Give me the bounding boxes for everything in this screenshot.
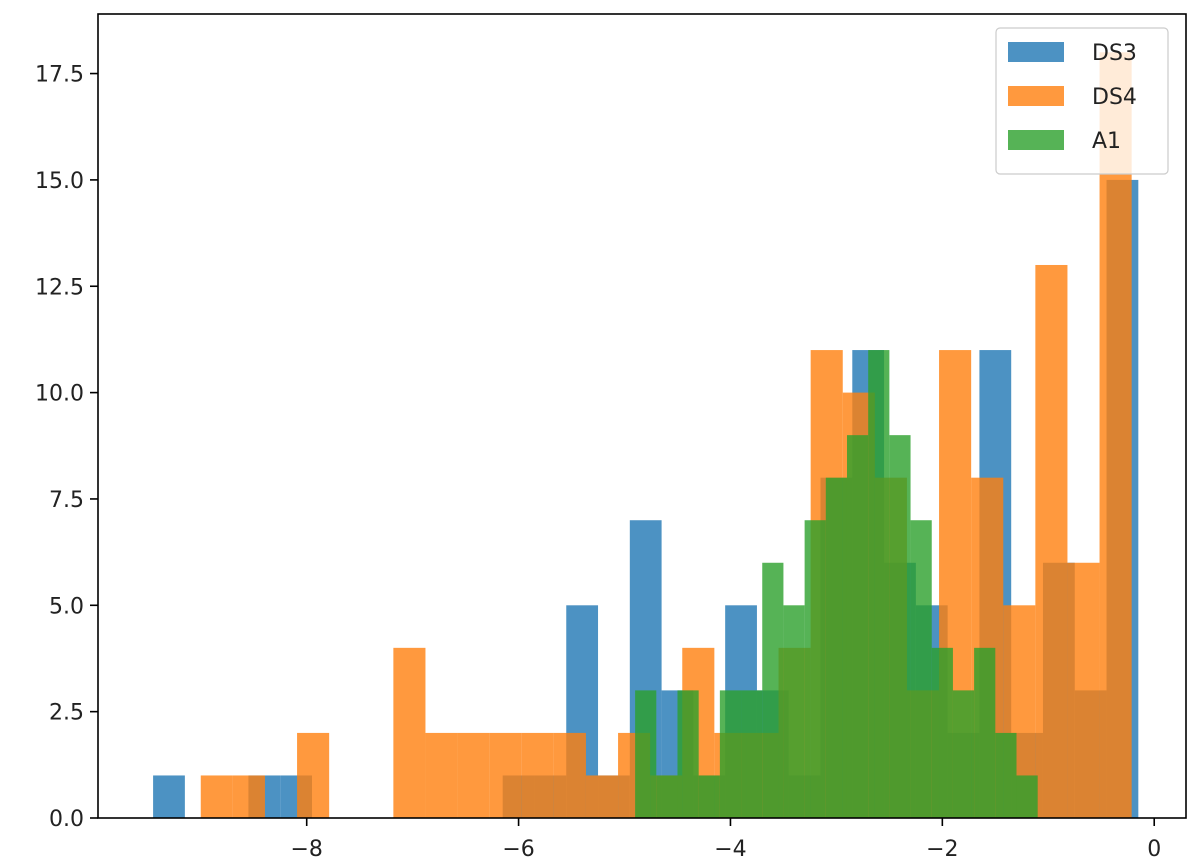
bar-a1-3 <box>698 775 720 818</box>
legend-swatch-ds4 <box>1008 86 1064 106</box>
bar-a1-0 <box>635 690 657 818</box>
bar-ds4-0 <box>200 775 233 818</box>
bar-a1-16 <box>974 647 996 818</box>
bar-a1-9 <box>825 477 847 818</box>
bar-ds4-8 <box>457 732 490 818</box>
bar-ds4-12 <box>585 775 619 818</box>
y-tick-label: 17.5 <box>35 63 84 88</box>
bar-a1-10 <box>846 435 869 818</box>
bar-a1-5 <box>741 690 763 818</box>
bar-a1-18 <box>1016 775 1038 818</box>
y-tick-label: 5.0 <box>49 594 84 619</box>
bar-a1-2 <box>677 690 699 818</box>
x-tick-label: −6 <box>502 837 534 862</box>
bar-a1-4 <box>719 690 742 818</box>
bar-ds4-9 <box>489 732 522 818</box>
bar-a1-8 <box>804 520 826 818</box>
bar-ds4-26 <box>1035 264 1068 818</box>
x-tick-label: 0 <box>1147 837 1161 862</box>
bar-ds4-7 <box>425 732 458 818</box>
legend-label-a1: A1 <box>1092 129 1121 154</box>
bar-ds4-6 <box>393 647 426 818</box>
y-axis-ticks: 0.0 2.5 5.0 7.5 10.0 12.5 15.0 17.5 <box>35 63 98 832</box>
x-axis-ticks: −8 −6 −4 −2 0 <box>290 818 1161 862</box>
bar-a1-17 <box>995 732 1017 818</box>
x-tick-label: −8 <box>290 837 322 862</box>
bar-ds4-3 <box>297 732 330 818</box>
y-tick-label: 2.5 <box>49 701 84 726</box>
axes-frame <box>97 13 1187 819</box>
bar-ds4-10 <box>521 732 554 818</box>
y-tick-label: 12.5 <box>35 275 84 300</box>
bar-ds4-1 <box>232 775 265 818</box>
bar-a1-13 <box>910 520 932 818</box>
x-tick-label: −4 <box>714 837 746 862</box>
legend-label-ds4: DS4 <box>1092 85 1137 110</box>
bar-a1-14 <box>931 647 953 818</box>
legend-swatch-a1 <box>1008 130 1064 150</box>
bar-ds4-28 <box>1099 52 1132 819</box>
series-a1 <box>635 350 1038 818</box>
bar-a1-7 <box>783 605 805 818</box>
legend-label-ds3: DS3 <box>1092 41 1137 66</box>
x-tick-label: −2 <box>926 837 958 862</box>
bar-a1-12 <box>889 435 911 818</box>
bar-ds3-0 <box>153 775 185 818</box>
bar-ds4-27 <box>1067 562 1100 818</box>
bar-a1-15 <box>952 690 975 818</box>
y-tick-label: 10.0 <box>35 382 84 407</box>
bar-a1-1 <box>656 775 678 818</box>
legend-swatch-ds3 <box>1008 42 1064 62</box>
y-tick-label: 0.0 <box>49 807 84 832</box>
y-tick-label: 7.5 <box>49 488 84 513</box>
legend: DS3 DS4 A1 <box>995 27 1169 175</box>
bar-a1-6 <box>762 562 784 818</box>
bar-ds4-11 <box>553 732 586 818</box>
y-tick-label: 15.0 <box>35 169 84 194</box>
bar-a1-11 <box>868 350 890 818</box>
plot-area: −8 −6 −4 −2 0 0.0 2.5 5.0 7.5 10.0 12.5 15.0 17.5 <box>35 13 1187 862</box>
bars-layer <box>153 52 1139 819</box>
